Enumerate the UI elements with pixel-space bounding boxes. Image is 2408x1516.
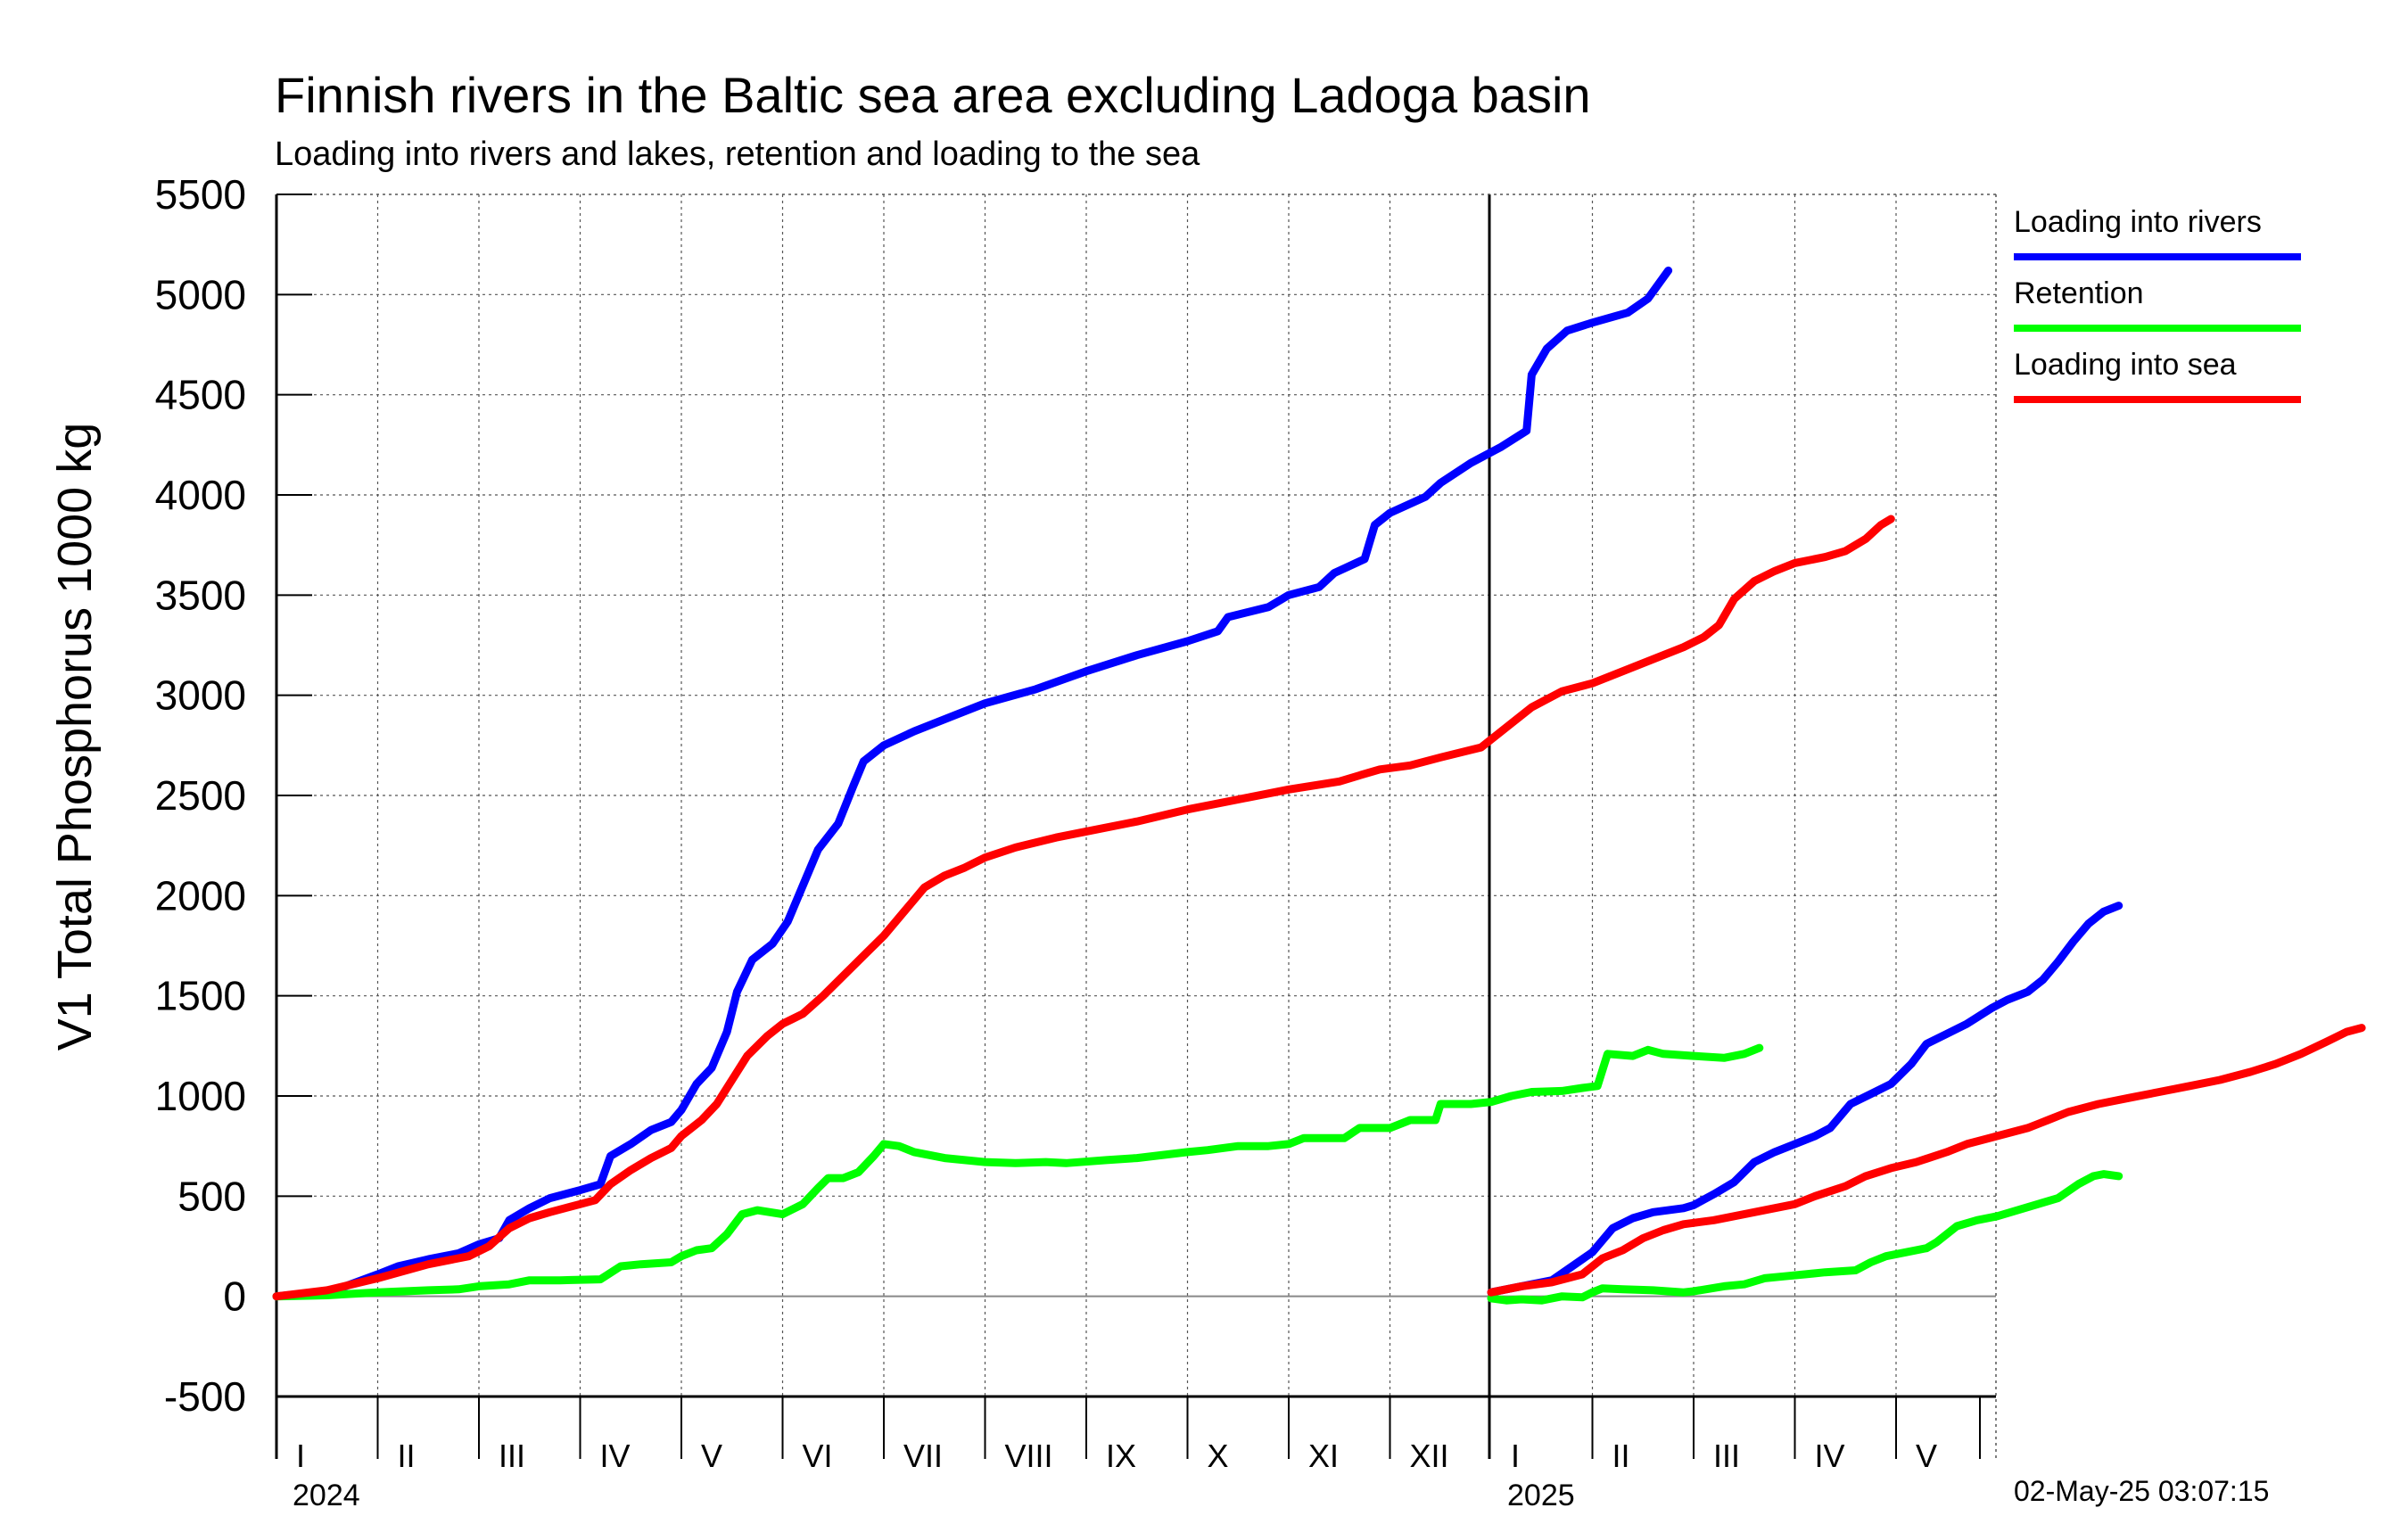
series-line-1-0 — [272, 1043, 1764, 1301]
series-line-0-0 — [272, 266, 1673, 1301]
series-line-1-1 — [1487, 1170, 2123, 1305]
x-month-label: XI — [1308, 1438, 1339, 1474]
x-month-label: II — [398, 1438, 416, 1474]
chart-subtitle: Loading into rivers and lakes, retention… — [275, 136, 1200, 173]
y-tick-label: -500 — [164, 1373, 246, 1420]
x-month-label: IX — [1106, 1438, 1136, 1474]
x-month-label: III — [499, 1438, 525, 1474]
x-month-label: II — [1612, 1438, 1630, 1474]
x-month-label: V — [1916, 1438, 1937, 1474]
x-month-label: IV — [1815, 1438, 1845, 1474]
y-tick-label: 5000 — [155, 271, 246, 317]
legend-label: Retention — [2014, 276, 2144, 310]
legend: Loading into rivers Retention Loading into… — [2014, 205, 2301, 403]
y-tick-label: 4000 — [155, 472, 246, 518]
series-line-2-1 — [1487, 1024, 2366, 1297]
legend-label: Loading into sea — [2014, 348, 2237, 382]
x-year-label: 2025 — [1507, 1479, 1575, 1512]
y-tick-label: 3000 — [155, 672, 246, 719]
y-tick-label: 0 — [223, 1273, 246, 1320]
x-month-label: I — [1511, 1438, 1520, 1474]
x-month-label: I — [296, 1438, 305, 1474]
grid — [276, 194, 1996, 1397]
x-month-label: V — [701, 1438, 722, 1474]
y-tick-label: 2000 — [155, 872, 246, 919]
x-month-label: IV — [600, 1438, 631, 1474]
y-tick-label: 1000 — [155, 1073, 246, 1119]
y-tick-label: 3500 — [155, 572, 246, 618]
series-lines — [272, 266, 2366, 1305]
x-month-label: VI — [803, 1438, 833, 1474]
x-month-label: VII — [903, 1438, 943, 1474]
chart-title: Finnish rivers in the Baltic sea area ex… — [275, 67, 1591, 123]
y-tick-label: 500 — [177, 1173, 246, 1219]
y-tick-label: 5500 — [155, 171, 246, 218]
legend-label: Loading into rivers — [2014, 205, 2262, 239]
series-line-2-0 — [272, 515, 1895, 1301]
y-tick-label: 1500 — [155, 973, 246, 1019]
y-ticks: -500 0 500 1000 1500 2000 2500 3000 3500 4000 4500… — [155, 171, 312, 1420]
timestamp: 02-May-25 03:07:15 — [2014, 1475, 2270, 1507]
y-tick-label: 2500 — [155, 772, 246, 819]
series-line-0-1 — [1487, 902, 2123, 1297]
axes — [275, 194, 1997, 1459]
x-month-label: VIII — [1005, 1438, 1053, 1474]
x-year-label: 2024 — [293, 1479, 360, 1512]
x-month-label: III — [1713, 1438, 1740, 1474]
y-tick-label: 4500 — [155, 372, 246, 418]
x-month-label: XII — [1410, 1438, 1449, 1474]
y-axis-label: V1 Total Phosphorus 1000 kg — [48, 422, 102, 1051]
x-month-label: X — [1208, 1438, 1229, 1474]
